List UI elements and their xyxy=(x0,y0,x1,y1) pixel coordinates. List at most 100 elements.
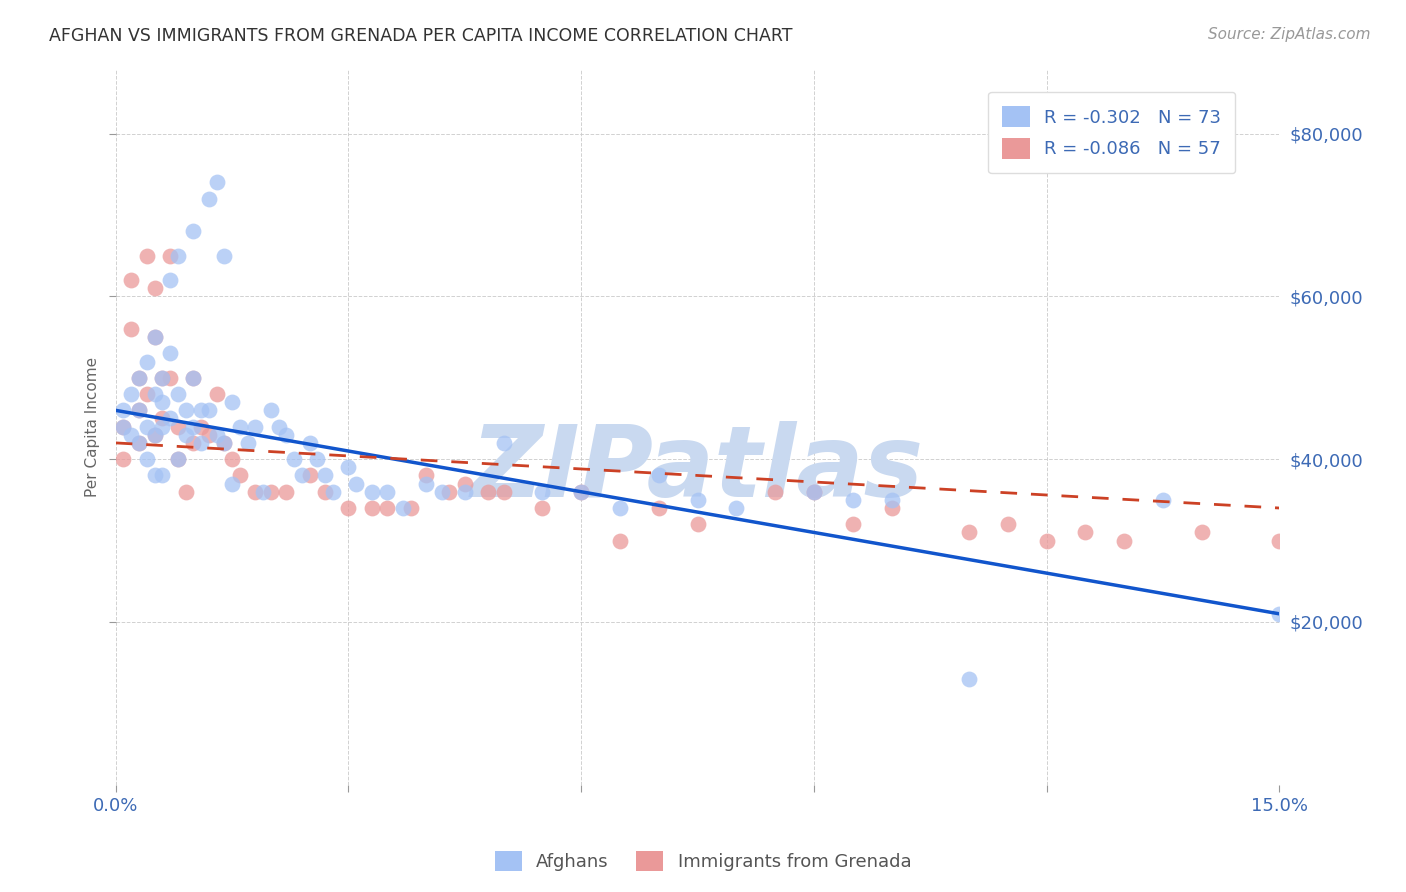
Immigrants from Grenada xyxy=(415,468,437,483)
Immigrants from Grenada xyxy=(245,484,267,499)
Immigrants from Grenada xyxy=(454,476,477,491)
Afghans xyxy=(181,419,204,434)
Afghans xyxy=(143,387,166,401)
Afghans xyxy=(229,419,252,434)
Text: Source: ZipAtlas.com: Source: ZipAtlas.com xyxy=(1208,27,1371,42)
Afghans xyxy=(159,346,181,360)
Legend: R = -0.302   N = 73, R = -0.086   N = 57: R = -0.302 N = 73, R = -0.086 N = 57 xyxy=(988,92,1236,173)
Afghans xyxy=(112,419,135,434)
Afghans xyxy=(314,468,336,483)
Afghans xyxy=(344,476,367,491)
Afghans xyxy=(276,427,298,442)
Afghans xyxy=(322,484,344,499)
Immigrants from Grenada xyxy=(150,411,173,425)
Immigrants from Grenada xyxy=(1268,533,1291,548)
Afghans xyxy=(375,484,398,499)
Afghans xyxy=(128,371,150,385)
Immigrants from Grenada xyxy=(166,452,188,467)
Afghans xyxy=(609,501,631,516)
Afghans xyxy=(150,419,173,434)
Afghans xyxy=(120,427,142,442)
Immigrants from Grenada xyxy=(112,419,135,434)
Immigrants from Grenada xyxy=(1035,533,1057,548)
Immigrants from Grenada xyxy=(997,517,1019,532)
Immigrants from Grenada xyxy=(128,436,150,450)
Afghans xyxy=(112,403,135,417)
Immigrants from Grenada xyxy=(150,371,173,385)
Afghans xyxy=(135,452,157,467)
Immigrants from Grenada xyxy=(399,501,422,516)
Immigrants from Grenada xyxy=(166,419,188,434)
Immigrants from Grenada xyxy=(260,484,283,499)
Y-axis label: Per Capita Income: Per Capita Income xyxy=(86,357,100,497)
Immigrants from Grenada xyxy=(803,484,825,499)
Afghans xyxy=(143,427,166,442)
Immigrants from Grenada xyxy=(492,484,515,499)
Afghans xyxy=(454,484,477,499)
Afghans xyxy=(174,427,197,442)
Afghans xyxy=(880,492,903,507)
Afghans xyxy=(1152,492,1174,507)
Immigrants from Grenada xyxy=(214,436,236,450)
Legend: Afghans, Immigrants from Grenada: Afghans, Immigrants from Grenada xyxy=(488,844,918,879)
Afghans xyxy=(166,387,188,401)
Text: ZIPatlas: ZIPatlas xyxy=(471,421,924,518)
Immigrants from Grenada xyxy=(159,249,181,263)
Afghans xyxy=(205,427,228,442)
Immigrants from Grenada xyxy=(477,484,499,499)
Immigrants from Grenada xyxy=(159,371,181,385)
Afghans xyxy=(221,395,243,409)
Immigrants from Grenada xyxy=(360,501,382,516)
Afghans xyxy=(803,484,825,499)
Immigrants from Grenada xyxy=(181,436,204,450)
Afghans xyxy=(135,354,157,368)
Afghans xyxy=(205,176,228,190)
Afghans xyxy=(569,484,592,499)
Immigrants from Grenada xyxy=(298,468,321,483)
Afghans xyxy=(181,371,204,385)
Afghans xyxy=(531,484,554,499)
Afghans xyxy=(166,452,188,467)
Afghans xyxy=(214,249,236,263)
Afghans xyxy=(190,436,212,450)
Afghans xyxy=(128,436,150,450)
Afghans xyxy=(360,484,382,499)
Afghans xyxy=(957,672,980,686)
Afghans xyxy=(648,468,671,483)
Immigrants from Grenada xyxy=(128,403,150,417)
Immigrants from Grenada xyxy=(1191,525,1213,540)
Immigrants from Grenada xyxy=(143,427,166,442)
Afghans xyxy=(725,501,748,516)
Immigrants from Grenada xyxy=(569,484,592,499)
Immigrants from Grenada xyxy=(135,249,157,263)
Immigrants from Grenada xyxy=(120,273,142,287)
Immigrants from Grenada xyxy=(1074,525,1097,540)
Afghans xyxy=(150,468,173,483)
Immigrants from Grenada xyxy=(609,533,631,548)
Afghans xyxy=(337,460,360,475)
Immigrants from Grenada xyxy=(375,501,398,516)
Afghans xyxy=(159,411,181,425)
Afghans xyxy=(252,484,274,499)
Afghans xyxy=(283,452,305,467)
Afghans xyxy=(198,192,221,206)
Afghans xyxy=(174,403,197,417)
Afghans xyxy=(307,452,329,467)
Afghans xyxy=(128,403,150,417)
Immigrants from Grenada xyxy=(198,427,221,442)
Immigrants from Grenada xyxy=(181,371,204,385)
Immigrants from Grenada xyxy=(957,525,980,540)
Afghans xyxy=(221,476,243,491)
Afghans xyxy=(181,224,204,238)
Afghans xyxy=(198,403,221,417)
Immigrants from Grenada xyxy=(648,501,671,516)
Immigrants from Grenada xyxy=(135,387,157,401)
Afghans xyxy=(214,436,236,450)
Immigrants from Grenada xyxy=(276,484,298,499)
Afghans xyxy=(298,436,321,450)
Immigrants from Grenada xyxy=(120,322,142,336)
Afghans xyxy=(150,371,173,385)
Immigrants from Grenada xyxy=(314,484,336,499)
Afghans xyxy=(686,492,709,507)
Immigrants from Grenada xyxy=(880,501,903,516)
